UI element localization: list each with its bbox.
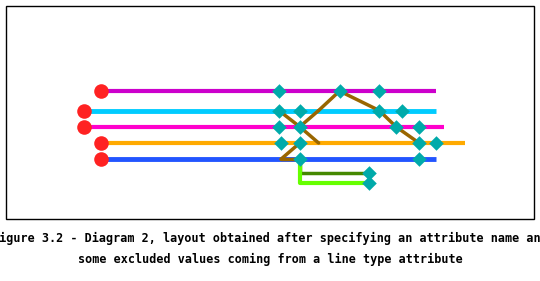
Point <box>295 108 304 113</box>
Point <box>295 124 304 129</box>
Point <box>392 124 400 129</box>
Point <box>415 141 423 145</box>
Point <box>274 124 283 129</box>
Point <box>335 89 344 93</box>
Point <box>80 124 89 129</box>
Point <box>97 157 105 162</box>
Point <box>274 108 283 113</box>
Point <box>295 157 304 162</box>
Point <box>295 141 304 145</box>
Point <box>274 89 283 93</box>
Point <box>415 124 423 129</box>
Point <box>80 108 89 113</box>
Point <box>97 89 105 93</box>
Point <box>398 108 407 113</box>
Text: Figure 3.2 - Diagram 2, layout obtained after specifying an attribute name and: Figure 3.2 - Diagram 2, layout obtained … <box>0 232 540 245</box>
Text: some excluded values coming from a line type attribute: some excluded values coming from a line … <box>78 253 462 266</box>
Point <box>415 157 423 162</box>
Point <box>364 171 373 176</box>
Point <box>276 141 285 145</box>
Point <box>364 181 373 185</box>
Point <box>431 141 440 145</box>
Point <box>375 89 383 93</box>
Point <box>97 141 105 145</box>
Point <box>375 108 383 113</box>
